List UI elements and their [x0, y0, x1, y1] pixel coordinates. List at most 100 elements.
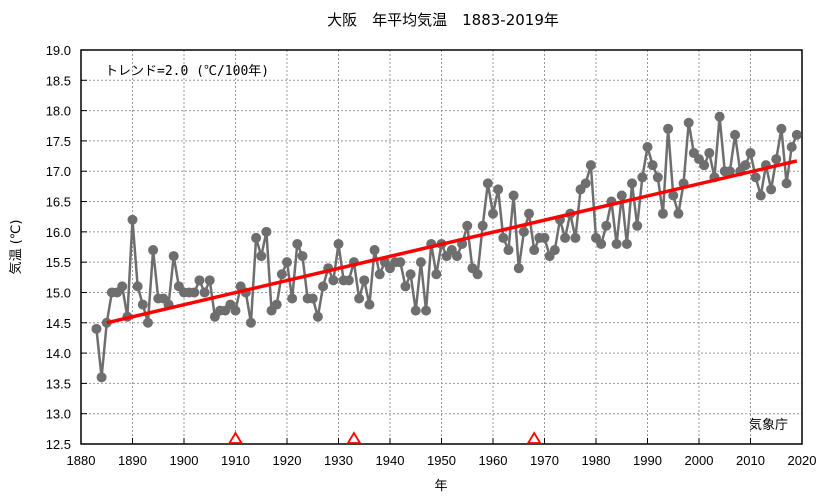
data-point	[657, 208, 668, 219]
plot-frame	[80, 49, 803, 445]
data-point	[91, 323, 102, 334]
data-point	[127, 214, 138, 225]
y-tick-label: 17.5	[46, 134, 71, 149]
data-point	[415, 257, 426, 268]
x-tick-label: 1960	[479, 453, 508, 468]
data-point	[776, 123, 787, 134]
data-point	[699, 160, 710, 171]
data-point	[137, 299, 148, 310]
data-point	[616, 190, 627, 201]
data-point	[477, 220, 488, 231]
data-point	[472, 269, 483, 280]
station-change-marker	[346, 431, 362, 444]
data-point	[245, 317, 256, 328]
data-point	[333, 238, 344, 249]
data-point	[668, 190, 679, 201]
data-point	[168, 251, 179, 262]
x-tick-label: 1970	[530, 453, 559, 468]
data-point	[750, 172, 761, 183]
data-point	[312, 311, 323, 322]
data-point	[400, 281, 411, 292]
data-point	[771, 154, 782, 165]
station-change-marker	[227, 431, 244, 444]
data-point	[204, 275, 215, 286]
data-point	[343, 275, 354, 286]
data-point	[663, 123, 674, 134]
data-point	[148, 245, 159, 256]
trend-annotation: トレンド=2.0 (℃/100年)	[105, 64, 269, 79]
data-point	[354, 293, 365, 304]
data-point	[637, 172, 648, 183]
data-point	[251, 232, 262, 243]
x-tick-label: 1980	[582, 453, 611, 468]
data-point	[421, 305, 432, 316]
data-point	[755, 190, 766, 201]
data-point	[271, 299, 282, 310]
data-point	[791, 129, 802, 140]
x-tick-label: 1920	[273, 453, 302, 468]
y-tick-label: 16.0	[46, 225, 71, 240]
data-point	[142, 317, 153, 328]
data-point	[632, 220, 643, 231]
x-tick-label: 1910	[221, 453, 250, 468]
trend-group	[106, 159, 798, 325]
data-point	[276, 269, 287, 280]
source-label: 気象庁	[749, 417, 788, 433]
x-tick-label: 1940	[376, 453, 405, 468]
y-tick-label: 14.5	[46, 316, 71, 331]
y-axis-label: 気温 (℃)	[8, 220, 24, 275]
data-point	[451, 251, 462, 262]
x-tick-label: 2000	[685, 453, 714, 468]
data-point	[405, 269, 416, 280]
x-tick-label: 1890	[118, 453, 147, 468]
data-point	[766, 184, 777, 195]
data-point	[482, 178, 493, 189]
data-point	[328, 275, 339, 286]
data-point	[230, 305, 241, 316]
markers-group	[227, 431, 542, 444]
data-point	[189, 287, 200, 298]
x-tick-label: 1990	[633, 453, 662, 468]
data-point	[740, 160, 751, 171]
data-point	[704, 148, 715, 159]
data-point	[683, 117, 694, 128]
data-point	[117, 281, 128, 292]
data-point	[714, 111, 725, 122]
y-tick-label: 17.0	[46, 164, 71, 179]
y-tick-label: 16.5	[46, 195, 71, 210]
data-point	[287, 293, 298, 304]
data-point	[503, 245, 514, 256]
y-tick-label: 15.5	[46, 255, 71, 270]
data-point	[585, 160, 596, 171]
data-point	[621, 238, 632, 249]
data-point	[549, 245, 560, 256]
data-point	[642, 141, 653, 152]
data-point	[462, 220, 473, 231]
data-point	[730, 129, 741, 140]
y-tick-label: 18.0	[46, 104, 71, 119]
data-point	[647, 160, 658, 171]
data-point	[781, 178, 792, 189]
data-point	[508, 190, 519, 201]
data-point	[307, 293, 318, 304]
data-point	[261, 226, 272, 237]
data-point	[673, 208, 684, 219]
data-point	[539, 232, 550, 243]
data-point	[374, 269, 385, 280]
y-tick-label: 12.5	[46, 437, 71, 452]
data-point	[359, 275, 370, 286]
data-point	[410, 305, 421, 316]
data-point	[493, 184, 504, 195]
data-point	[786, 141, 797, 152]
data-point	[560, 232, 571, 243]
data-point	[282, 257, 292, 268]
data-point	[292, 238, 303, 249]
data-point	[601, 220, 612, 231]
axis-ticks: 1880 1890 1900 1910 1920 1930 1940 1950 1960 1970…	[46, 43, 817, 468]
y-tick-label: 18.5	[46, 73, 71, 88]
data-point	[96, 372, 107, 383]
y-tick-label: 14.0	[46, 346, 71, 361]
data-point	[199, 287, 210, 298]
y-tick-label: 13.0	[46, 407, 71, 422]
